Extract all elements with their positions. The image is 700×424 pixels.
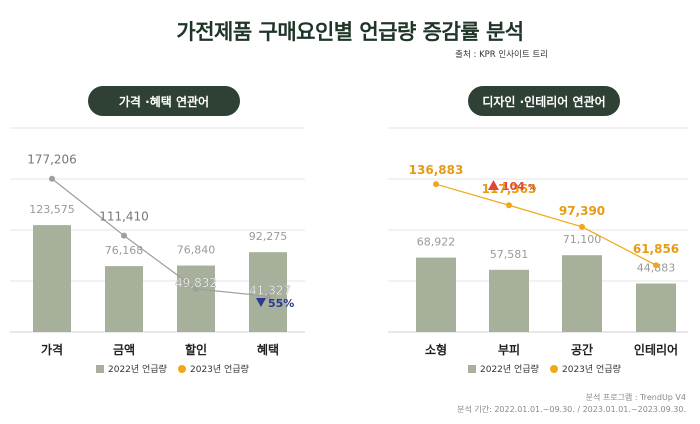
footer-program: 분석 프로그램 : TrendUp V4: [585, 393, 686, 402]
line-point-2023: [265, 293, 271, 300]
bar-2022: [177, 265, 215, 332]
bar-2022: [489, 269, 529, 332]
line-value-label: 41,327: [249, 283, 291, 297]
footer-period: 분석 기간: 2022.01.01.~09.30. / 2023.01.01.~…: [457, 405, 686, 414]
legend-label-2023: 2023년 언급량: [190, 363, 249, 375]
change-annotation: 104: [502, 180, 525, 193]
legend-swatch-2023: [550, 365, 558, 373]
bar-value-label: 68,922: [417, 236, 456, 249]
change-annotation: 55%: [268, 297, 294, 310]
bar-2022: [416, 257, 456, 332]
legend-label-2022: 2022년 언급량: [108, 363, 167, 375]
legend-swatch-2022: [96, 365, 104, 373]
line-2023: [51, 178, 269, 297]
line-value-label: 111,410: [99, 210, 149, 224]
category-label: 가격: [41, 342, 63, 357]
category-label: 공간: [571, 342, 593, 357]
legend-swatch-2022: [468, 365, 476, 373]
page-title: 가전제품 구매요인별 언급량 증감률 분석: [176, 20, 524, 44]
bar-value-label: 71,100: [563, 233, 602, 246]
category-label: 할인: [185, 342, 207, 357]
line-2023: [435, 183, 657, 266]
category-label: 인테리어: [634, 342, 678, 357]
bar-2022: [636, 283, 676, 332]
chart-title-left: 가격 ·혜택 연관어: [88, 86, 240, 116]
bar-value-label: 92,275: [249, 230, 288, 243]
category-label: 금액: [113, 343, 135, 357]
category-label: 소형: [425, 342, 447, 357]
source-note: 출처 : KPR 인사이트 트리: [455, 50, 548, 60]
up-arrow-icon: [488, 180, 499, 190]
bar-2022: [105, 266, 143, 332]
line-point-2023: [49, 175, 55, 182]
line-point-2023: [193, 285, 199, 292]
line-point-2023: [506, 202, 512, 209]
line-value-label: 136,883: [409, 163, 464, 177]
line-value-label: 61,856: [633, 242, 679, 256]
bar-2022: [249, 252, 287, 332]
bar-value-label: 57,581: [490, 248, 529, 261]
legend-label-2023: 2023년 언급량: [562, 363, 621, 375]
line-point-2023: [653, 262, 659, 269]
bar-2022: [33, 225, 71, 332]
line-value-label: 49,832: [175, 276, 217, 290]
change-annotation-unit: %: [528, 183, 536, 192]
down-arrow-icon: [256, 298, 266, 307]
line-point-2023: [579, 223, 585, 230]
line-value-label: 97,390: [559, 204, 605, 218]
bar-2022: [562, 255, 602, 332]
line-point-2023: [121, 232, 127, 239]
bar-value-label: 123,575: [29, 203, 75, 216]
line-point-2023: [433, 181, 439, 188]
category-label: 혜택: [257, 342, 279, 357]
bar-value-label: 76,168: [105, 244, 144, 257]
chart-title-right: 디자인 ·인테리어 연관어: [468, 86, 620, 116]
legend-label-2022: 2022년 언급량: [480, 363, 539, 375]
legend-swatch-2023: [178, 365, 186, 373]
category-label: 부피: [498, 342, 520, 357]
line-value-label: 177,206: [27, 153, 77, 167]
bar-value-label: 76,840: [177, 244, 216, 257]
